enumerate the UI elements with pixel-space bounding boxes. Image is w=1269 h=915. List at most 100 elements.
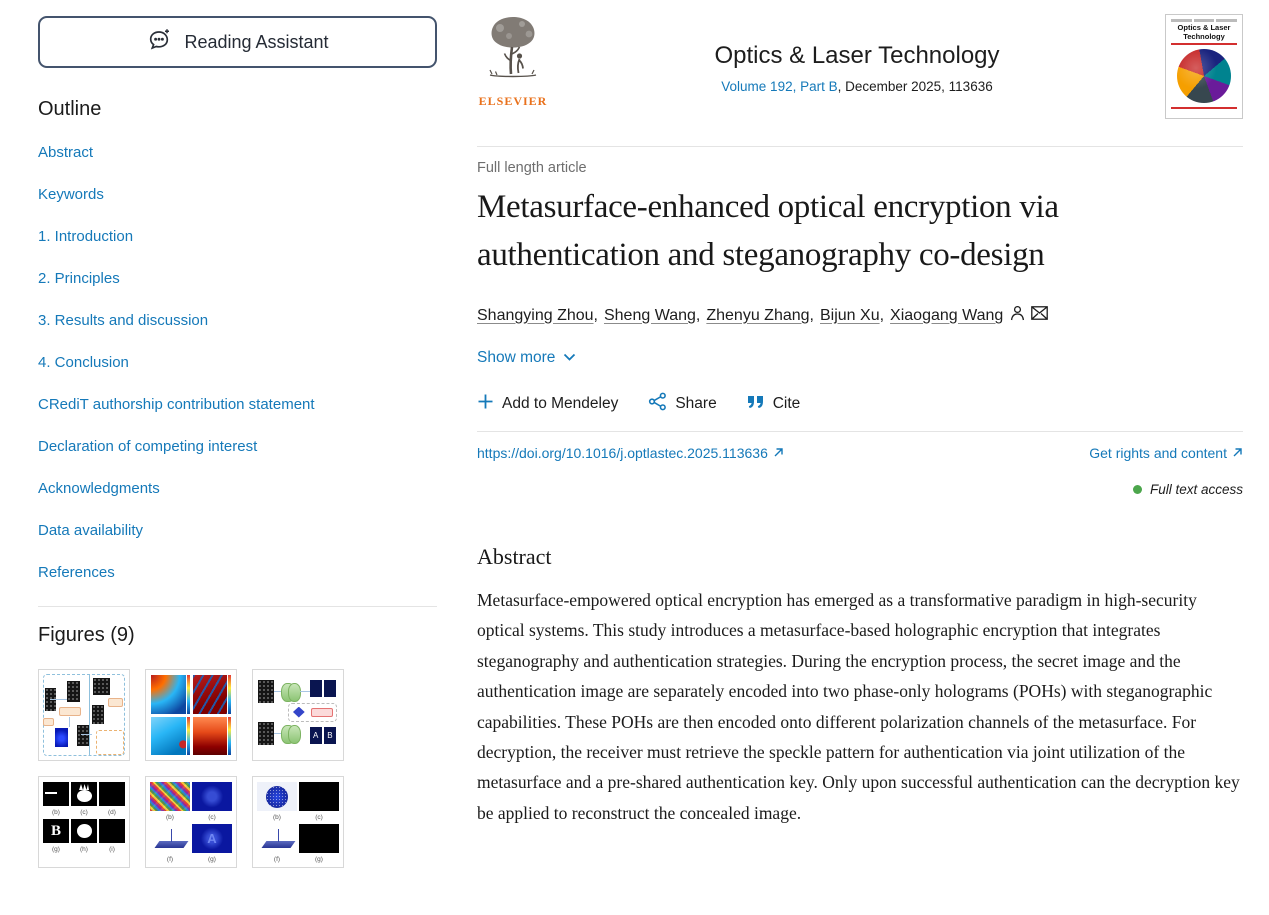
figure-thumbnail-2[interactable] xyxy=(145,669,237,761)
fig1-blue-panel xyxy=(55,728,69,747)
figures-title: Figures (9) xyxy=(38,624,135,646)
author-separator: , xyxy=(593,306,598,324)
article-category: Full length article xyxy=(477,160,587,176)
outline-link[interactable]: 2. Principles xyxy=(38,270,120,287)
figure-thumbnail-1[interactable] xyxy=(38,669,130,761)
outline-link[interactable]: Acknowledgments xyxy=(38,480,160,497)
journal-title-link[interactable]: Optics & Laser Technology xyxy=(714,42,1000,69)
fig4-cell-keycode-1 xyxy=(99,782,125,806)
fig3-reject-box xyxy=(311,708,334,717)
figure-thumbnail-6[interactable]: (b) (c) (f) (g) xyxy=(252,776,344,868)
journal-cover-thumbnail[interactable]: Optics & Laser Technology xyxy=(1165,14,1243,119)
show-more-label: Show more xyxy=(477,349,556,366)
outline-item-references[interactable]: References xyxy=(38,564,437,582)
cover-red-bar-bottom xyxy=(1171,107,1237,109)
fig1-process-box-1 xyxy=(58,706,81,716)
fig6-speckle-disc-cell xyxy=(257,782,297,811)
share-icon xyxy=(648,392,667,416)
cite-button[interactable]: Cite xyxy=(747,395,800,414)
outline-link[interactable]: Abstract xyxy=(38,144,94,161)
author-link[interactable]: Bijun Xu xyxy=(820,307,880,325)
volume-link[interactable]: Volume 192, Part B xyxy=(721,79,838,94)
author-separator: , xyxy=(695,306,701,324)
fig2-colorbar xyxy=(228,675,231,714)
article-actions: Add to Mendeley Share Cite xyxy=(477,392,1243,416)
fig4-label: (i) xyxy=(109,846,115,853)
email-icon[interactable] xyxy=(1031,306,1049,325)
fig5-label: (c) xyxy=(208,814,216,821)
abstract-heading: Abstract xyxy=(477,544,552,569)
header-divider xyxy=(477,146,1243,147)
elsevier-logo[interactable]: ELSEVIER xyxy=(477,14,549,109)
fig4-cell-letter-b: B xyxy=(43,819,69,843)
cover-header-lines xyxy=(1171,19,1238,22)
outline-nav: Abstract Keywords 1. Introduction 2. Pri… xyxy=(38,144,437,582)
fig1-wire-2 xyxy=(68,716,70,727)
figure-4-preview: (b) (c) (d) B (g) (h) (i) xyxy=(42,780,126,856)
fig2-panel-tl xyxy=(151,675,190,714)
doi-text: https://doi.org/10.1016/j.optlastec.2025… xyxy=(477,445,768,461)
journal-issue-line: Volume 192, Part B, December 2025, 11363… xyxy=(549,79,1165,94)
outline-item-data-availability[interactable]: Data availability xyxy=(38,522,437,540)
doi-row: https://doi.org/10.1016/j.optlastec.2025… xyxy=(477,445,1243,461)
fig6-keycode-1 xyxy=(299,782,339,811)
article-title: Metasurface-enhanced optical encryption … xyxy=(477,189,1059,273)
fig1-wire-3 xyxy=(81,734,92,736)
author-link[interactable]: Xiaogang Wang xyxy=(890,307,1003,325)
fig4-cell-apple xyxy=(71,819,97,843)
outline-item-abstract[interactable]: Abstract xyxy=(38,144,437,162)
fig3-wire-2 xyxy=(273,732,282,734)
get-rights-link[interactable]: Get rights and content xyxy=(1089,445,1243,461)
doi-link[interactable]: https://doi.org/10.1016/j.optlastec.2025… xyxy=(477,445,784,461)
outline-item-acknowledgments[interactable]: Acknowledgments xyxy=(38,480,437,498)
author-link[interactable]: Shangying Zhou xyxy=(477,307,594,325)
fig2-panel-br xyxy=(192,716,231,755)
fig2-heatmap-tr xyxy=(192,675,227,714)
outline-item-conclusion[interactable]: 4. Conclusion xyxy=(38,354,437,372)
fig1-hologram-c xyxy=(93,678,111,695)
outline-item-results[interactable]: 3. Results and discussion xyxy=(38,312,437,330)
outline-link[interactable]: Keywords xyxy=(38,186,104,203)
fig2-colorbar xyxy=(228,716,231,755)
figure-2-preview xyxy=(149,673,233,757)
outline-item-credit[interactable]: CRediT authorship contribution statement xyxy=(38,396,437,414)
outline-item-keywords[interactable]: Keywords xyxy=(38,186,437,204)
show-more-button[interactable]: Show more xyxy=(477,349,576,367)
add-to-mendeley-button[interactable]: Add to Mendeley xyxy=(477,393,618,415)
figure-thumbnail-3[interactable]: A B xyxy=(252,669,344,761)
outline-link[interactable]: Data availability xyxy=(38,522,144,539)
outline-link[interactable]: 3. Results and discussion xyxy=(38,312,209,329)
share-label: Share xyxy=(675,395,717,412)
outline-item-introduction[interactable]: 1. Introduction xyxy=(38,228,437,246)
add-to-mendeley-label: Add to Mendeley xyxy=(502,395,619,412)
figures-grid: A B (b) (c) (d) B (g) (h) (i) xyxy=(38,669,437,868)
outline-link[interactable]: CRediT authorship contribution statement xyxy=(38,396,315,413)
outline-link[interactable]: References xyxy=(38,564,115,581)
outline-link[interactable]: 1. Introduction xyxy=(38,228,134,245)
figure-3-preview: A B xyxy=(256,673,340,757)
author-link[interactable]: Sheng Wang xyxy=(604,307,696,325)
journal-banner: ELSEVIER Optics & Laser Technology Volum… xyxy=(477,14,1243,119)
share-button[interactable]: Share xyxy=(648,392,717,416)
fig1-hologram-e xyxy=(77,725,90,747)
fig2-heatmap-br xyxy=(192,716,227,755)
author-link[interactable]: Zhenyu Zhang xyxy=(706,307,809,325)
person-icon[interactable] xyxy=(1010,305,1025,326)
outline-item-declaration[interactable]: Declaration of competing interest xyxy=(38,438,437,456)
outline-link[interactable]: Declaration of competing interest xyxy=(38,438,258,455)
fig2-panel-bl xyxy=(151,716,190,755)
fig2-heatmap-bl xyxy=(151,716,186,755)
outline-item-principles[interactable]: 2. Principles xyxy=(38,270,437,288)
fig6-label: (f) xyxy=(273,856,281,863)
outline-link[interactable]: 4. Conclusion xyxy=(38,354,129,371)
issue-suffix: , December 2025, 113636 xyxy=(837,79,993,94)
article-main: ELSEVIER Optics & Laser Technology Volum… xyxy=(477,14,1243,828)
fig4-letter-b: B xyxy=(50,822,61,839)
fig1-divider xyxy=(89,674,91,756)
fig5-recon-a: A xyxy=(192,824,232,853)
open-access-dot-icon xyxy=(1132,485,1142,494)
figure-thumbnail-4[interactable]: (b) (c) (d) B (g) (h) (i) xyxy=(38,776,130,868)
reading-assistant-button[interactable]: Reading Assistant xyxy=(38,16,437,68)
figure-6-preview: (b) (c) (f) (g) xyxy=(256,780,340,866)
figure-thumbnail-5[interactable]: (b) (c) A (f) (g) xyxy=(145,776,237,868)
